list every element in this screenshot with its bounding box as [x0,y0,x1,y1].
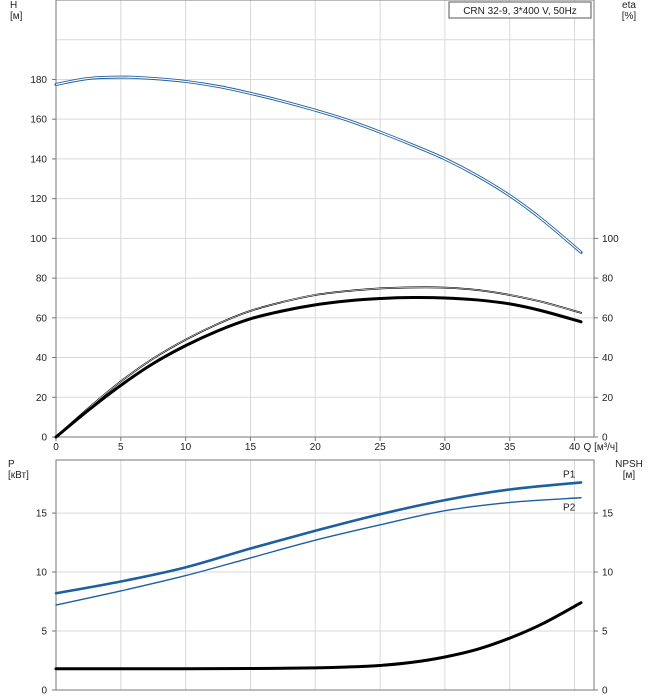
series-line-inner [55,76,582,253]
y2-axis-label: eta [622,0,636,11]
y2-tick-label: 60 [602,313,614,324]
y2-tick-label: 0 [602,433,608,444]
x-tick-label: 25 [375,442,387,453]
series-line-p0-s2 [54,296,583,439]
y-tick-label: 140 [30,154,47,165]
series-line-p1-s2 [54,601,583,671]
y-tick-label: 15 [36,509,48,520]
series-line-p0-s1 [55,286,582,438]
y-axis-label: [кВт] [8,470,29,481]
y-tick-label: 5 [41,627,47,638]
series-line-p1 [54,481,583,595]
x-tick-label: 15 [245,442,257,453]
y-tick-label: 160 [30,115,47,126]
title-box [448,1,592,19]
y2-axis-label: NPSH [615,459,643,470]
y2-tick-label: 80 [602,274,614,285]
y-tick-label: 60 [36,313,48,324]
x-tick-label: 40 [569,442,581,453]
y-axis-label: P [8,459,15,470]
x-tick-label: 0 [53,442,59,453]
y2-tick-label: 10 [602,568,614,579]
y2-tick-label: 15 [602,509,614,520]
series-line-inner [55,287,582,438]
y2-tick-label: 40 [602,353,614,364]
y-tick-label: 40 [36,353,48,364]
y-tick-label: 100 [30,234,47,245]
y2-axis-label: [%] [622,11,637,22]
y-tick-label: 10 [36,568,48,579]
y2-tick-label: 20 [602,393,614,404]
series-label-p1: P1 [563,469,576,480]
x-tick-label: 35 [504,442,516,453]
x-tick-label: 5 [118,442,124,453]
series-line-p2 [55,497,582,606]
x-tick-label: 10 [180,442,192,453]
y2-tick-label: 0 [602,686,608,697]
y2-axis-label: [м] [623,470,636,481]
x-tick-label: 30 [439,442,451,453]
plot-frame [55,0,595,438]
chart-title: CRN 32-9, 3*400 V, 50Hz [463,6,577,17]
x-axis-label: Q [м³/ч] [584,442,619,453]
series-label-p2: P2 [563,503,576,514]
plot-frame [55,459,595,691]
y-tick-label: 180 [30,75,47,86]
series-line-p0-s0 [54,75,583,254]
y-axis-label: H [10,0,17,11]
y-tick-label: 120 [30,194,47,205]
y-tick-label: 0 [41,433,47,444]
y-tick-label: 0 [41,686,47,697]
x-tick-label: 20 [310,442,322,453]
y2-tick-label: 100 [602,234,619,245]
y-tick-label: 20 [36,393,48,404]
y-axis-label: [м] [10,11,23,22]
y2-tick-label: 5 [602,627,608,638]
y-tick-label: 80 [36,274,48,285]
